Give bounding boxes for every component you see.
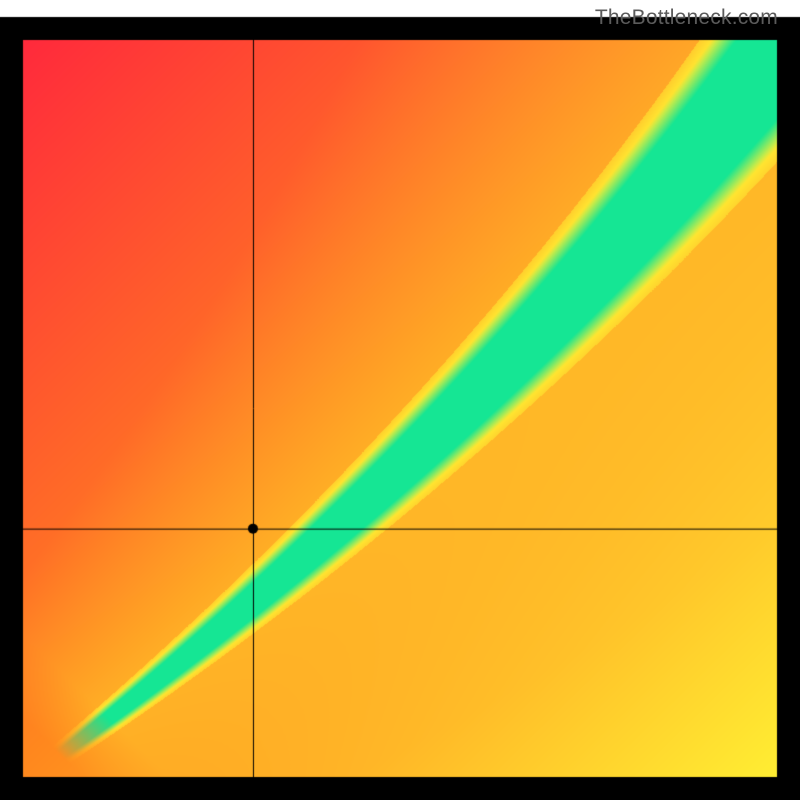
- heatmap-canvas: [0, 0, 800, 800]
- attribution-label: TheBottleneck.com: [595, 6, 778, 30]
- chart-container: TheBottleneck.com: [0, 0, 800, 800]
